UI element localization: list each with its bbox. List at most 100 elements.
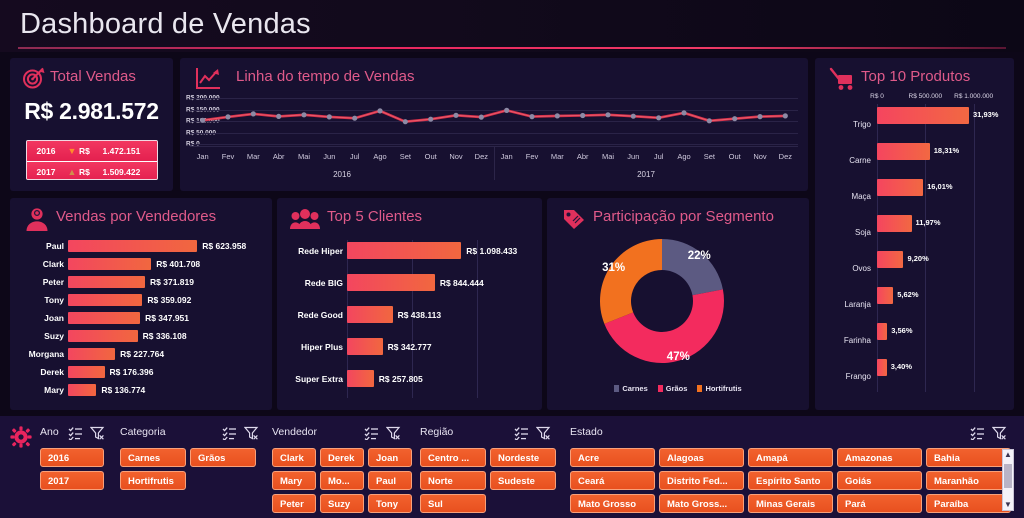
vendedor-bar[interactable]: [68, 312, 141, 324]
top10-bar[interactable]: [877, 359, 887, 376]
select-all-icon[interactable]: [970, 426, 985, 441]
top10-bar[interactable]: [877, 215, 912, 232]
vendedor-bar-row[interactable]: Morgana R$ 227.764: [10, 346, 272, 362]
donut-slice[interactable]: [600, 239, 662, 324]
filter-chip[interactable]: Amazonas: [837, 448, 922, 467]
cliente-bar-row[interactable]: Rede Good R$ 438.113: [277, 306, 542, 338]
filter-chip[interactable]: Nordeste: [490, 448, 556, 467]
filter-chip[interactable]: Paraíba: [926, 494, 1011, 513]
vendedor-bar[interactable]: [68, 240, 198, 252]
filter-chip[interactable]: Mato Gross...: [659, 494, 744, 513]
top10-bar-row[interactable]: Carne 18,31%: [815, 142, 1014, 178]
vendedor-bar[interactable]: [68, 384, 97, 396]
filter-chip[interactable]: Norte: [420, 471, 486, 490]
select-all-icon[interactable]: [514, 426, 529, 441]
donut-slice[interactable]: [662, 239, 723, 296]
donut-slice[interactable]: [604, 289, 724, 363]
top10-bar[interactable]: [877, 287, 894, 304]
vendedor-bar-row[interactable]: Paul R$ 623.958: [10, 238, 272, 254]
vendedor-bar-row[interactable]: Peter R$ 371.819: [10, 274, 272, 290]
cliente-bar[interactable]: [347, 370, 374, 387]
top10-bar-row[interactable]: Maça 16,01%: [815, 178, 1014, 214]
select-all-icon[interactable]: [222, 426, 237, 441]
cliente-bar-row[interactable]: Rede BIG R$ 844.444: [277, 274, 542, 306]
top10-bar[interactable]: [877, 143, 930, 160]
top10-bar[interactable]: [877, 179, 924, 196]
filter-chip[interactable]: Mo...: [320, 471, 364, 490]
select-all-icon[interactable]: [364, 426, 379, 441]
filter-chip[interactable]: Bahia: [926, 448, 1011, 467]
filter-chip[interactable]: Tony: [368, 494, 412, 513]
legend-item[interactable]: Hortifrutis: [697, 384, 742, 393]
top10-category-label: Maça: [851, 192, 871, 201]
filter-chip[interactable]: Centro ...: [420, 448, 486, 467]
cliente-bar-row[interactable]: Rede Hiper R$ 1.098.433: [277, 242, 542, 274]
filter-chip[interactable]: Distrito Fed...: [659, 471, 744, 490]
clear-filter-icon[interactable]: [243, 426, 259, 440]
top10-bar-row[interactable]: Soja 11,97%: [815, 214, 1014, 250]
filter-chip[interactable]: Peter: [272, 494, 316, 513]
filter-chip[interactable]: Acre: [570, 448, 655, 467]
top10-bar[interactable]: [877, 323, 888, 340]
cliente-bar[interactable]: [347, 242, 462, 259]
vendedor-bar[interactable]: [68, 348, 116, 360]
filter-chip[interactable]: Sudeste: [490, 471, 556, 490]
filter-scrollbar[interactable]: ▲ ▼: [1002, 449, 1014, 511]
clear-filter-icon[interactable]: [385, 426, 401, 440]
legend-item[interactable]: Grãos: [657, 384, 687, 393]
vendedor-bar-row[interactable]: Mary R$ 136.774: [10, 382, 272, 398]
top10-bar-row[interactable]: Laranja 5,62%: [815, 286, 1014, 322]
filter-chip[interactable]: Maranhão: [926, 471, 1011, 490]
clear-filter-icon[interactable]: [535, 426, 551, 440]
filter-chip[interactable]: Derek: [320, 448, 364, 467]
filter-chip[interactable]: Carnes: [120, 448, 186, 467]
cliente-bar-row[interactable]: Super Extra R$ 257.805: [277, 370, 542, 402]
filter-chip[interactable]: Goiás: [837, 471, 922, 490]
filter-chip[interactable]: 2016: [40, 448, 104, 467]
top10-bar-row[interactable]: Ovos 9,20%: [815, 250, 1014, 286]
top10-bar-row[interactable]: Trigo 31,93%: [815, 106, 1014, 142]
cliente-bar[interactable]: [347, 338, 383, 355]
vendedor-bar[interactable]: [68, 276, 146, 288]
vendedor-bar[interactable]: [68, 294, 143, 306]
filter-chip[interactable]: Ceará: [570, 471, 655, 490]
vendedor-bar-row[interactable]: Suzy R$ 336.108: [10, 328, 272, 344]
filter-chip[interactable]: Mato Grosso: [570, 494, 655, 513]
filter-chip[interactable]: Mary: [272, 471, 316, 490]
select-all-icon[interactable]: [68, 426, 83, 441]
top10-bar-row[interactable]: Farinha 3,56%: [815, 322, 1014, 358]
vendedor-bar-row[interactable]: Joan R$ 347.951: [10, 310, 272, 326]
filter-chip[interactable]: Espírito Santo: [748, 471, 833, 490]
filter-chip[interactable]: Minas Gerais: [748, 494, 833, 513]
filter-chip[interactable]: Pará: [837, 494, 922, 513]
vendedor-bar[interactable]: [68, 258, 152, 270]
legend-item[interactable]: Carnes: [614, 384, 648, 393]
filter-chip[interactable]: 2017: [40, 471, 104, 490]
top10-bar[interactable]: [877, 107, 970, 124]
top10-bar-row[interactable]: Frango 3,40%: [815, 358, 1014, 394]
filter-chip[interactable]: Suzy: [320, 494, 364, 513]
filter-chip[interactable]: Sul: [420, 494, 486, 513]
scrollbar-thumb[interactable]: [1004, 464, 1012, 488]
filter-chip[interactable]: Grãos: [190, 448, 256, 467]
filter-chip[interactable]: Alagoas: [659, 448, 744, 467]
filter-chip[interactable]: Amapá: [748, 448, 833, 467]
scroll-up-icon[interactable]: ▲: [1004, 450, 1012, 459]
clear-filter-icon[interactable]: [89, 426, 105, 440]
cliente-bar[interactable]: [347, 306, 393, 323]
gear-icon[interactable]: [10, 426, 32, 448]
filter-chip[interactable]: Hortifrutis: [120, 471, 186, 490]
cliente-bar[interactable]: [347, 274, 435, 291]
vendedor-bar[interactable]: [68, 366, 105, 378]
vendedor-bar-row[interactable]: Tony R$ 359.092: [10, 292, 272, 308]
filter-chip[interactable]: Clark: [272, 448, 316, 467]
filter-chip[interactable]: Joan: [368, 448, 412, 467]
filter-chip[interactable]: Paul: [368, 471, 412, 490]
vendedor-bar-row[interactable]: Derek R$ 176.396: [10, 364, 272, 380]
top10-bar[interactable]: [877, 251, 904, 268]
clear-filter-icon[interactable]: [991, 426, 1007, 440]
scroll-down-icon[interactable]: ▼: [1004, 500, 1012, 509]
vendedor-bar-row[interactable]: Clark R$ 401.708: [10, 256, 272, 272]
cliente-bar-row[interactable]: Hiper Plus R$ 342.777: [277, 338, 542, 370]
vendedor-bar[interactable]: [68, 330, 138, 342]
